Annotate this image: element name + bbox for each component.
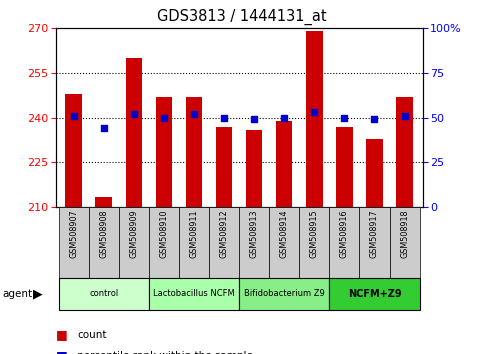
Point [280,115,288,121]
Text: GSM508916: GSM508916 [340,209,349,258]
Text: GSM508907: GSM508907 [69,209,78,258]
Bar [209,207,239,278]
Text: GSM508915: GSM508915 [310,209,319,258]
Text: percentile rank within the sample: percentile rank within the sample [77,351,253,354]
Text: count: count [77,330,107,339]
Point [250,117,258,122]
Text: GSM508914: GSM508914 [280,209,289,258]
Point [100,126,108,131]
Bar [58,207,89,278]
Bar [119,207,149,278]
Text: control: control [89,289,118,298]
Point [401,113,409,119]
Bar [96,197,112,207]
Bar [185,97,202,207]
Bar [299,207,329,278]
Text: GSM508918: GSM508918 [400,209,409,258]
Bar [329,278,420,310]
Bar [89,207,119,278]
Text: ▶: ▶ [33,287,43,300]
Bar [126,58,142,207]
Point [220,115,228,121]
Point [70,113,77,119]
Bar [58,278,149,310]
Bar [306,31,323,207]
Point [160,115,168,121]
Bar [246,130,262,207]
Bar [269,207,299,278]
Text: GSM508910: GSM508910 [159,209,169,258]
Bar [276,121,293,207]
Text: agent: agent [2,289,32,299]
Text: ■: ■ [56,328,67,341]
Bar [156,97,172,207]
Point [190,111,198,117]
Text: GSM508911: GSM508911 [189,209,199,258]
Text: GSM508909: GSM508909 [129,209,138,258]
Bar [366,138,383,207]
Bar [329,207,359,278]
Point [341,115,348,121]
Bar [336,127,353,207]
Text: GSM508908: GSM508908 [99,209,108,258]
Text: GDS3813 / 1444131_at: GDS3813 / 1444131_at [156,9,327,25]
Text: GSM508912: GSM508912 [220,209,228,258]
Bar [239,278,329,310]
Bar [216,127,232,207]
Bar [239,207,269,278]
Text: NCFM+Z9: NCFM+Z9 [348,289,401,299]
Point [370,117,378,122]
Text: Lactobacillus NCFM: Lactobacillus NCFM [153,289,235,298]
Bar [149,278,239,310]
Text: GSM508917: GSM508917 [370,209,379,258]
Bar [359,207,389,278]
Point [130,111,138,117]
Text: ■: ■ [56,349,67,354]
Text: Bifidobacterium Z9: Bifidobacterium Z9 [244,289,325,298]
Bar [389,207,420,278]
Bar [396,97,413,207]
Bar [149,207,179,278]
Bar [179,207,209,278]
Point [311,109,318,115]
Text: GSM508913: GSM508913 [250,209,258,258]
Bar [65,94,82,207]
